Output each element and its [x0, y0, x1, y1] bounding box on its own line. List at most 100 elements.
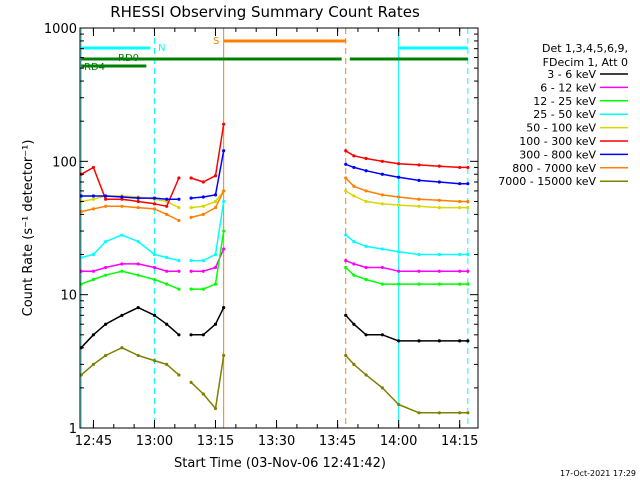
series-point: [222, 199, 226, 204]
y-tick-label: 1: [69, 422, 77, 437]
series-point: [136, 262, 140, 266]
series-point: [417, 178, 421, 182]
series-point: [213, 406, 218, 411]
series-line: [345, 150, 468, 169]
series-line: [190, 355, 225, 410]
legend-header-line-1: Det 1,3,4,5,6,9,: [542, 42, 628, 55]
series-point: [380, 202, 384, 206]
x-tick-label: 13:15: [197, 434, 234, 449]
series-point: [437, 164, 441, 168]
series-point: [458, 269, 462, 273]
series-point: [120, 346, 124, 350]
series-point: [165, 212, 169, 216]
series-point: [177, 176, 181, 180]
series-point: [437, 198, 441, 202]
series-point: [165, 204, 169, 208]
series-point: [177, 197, 181, 201]
series-point: [189, 215, 193, 219]
series-point: [201, 333, 205, 337]
legend-entry-label: 6 - 12 keV: [540, 81, 596, 94]
series-point: [397, 195, 401, 199]
series-point: [380, 159, 384, 163]
series-line: [81, 195, 180, 209]
series-point: [201, 212, 205, 216]
legend-entry-label: 800 - 7000 keV: [512, 162, 596, 175]
legend-entry-label: 3 - 6 keV: [547, 68, 596, 81]
series-point: [466, 165, 470, 170]
series-point: [417, 204, 421, 208]
legend-header-line-2: FDecim 1, Att 0: [543, 56, 628, 69]
y-tick-label: 1000: [44, 22, 77, 37]
series-point: [364, 373, 368, 377]
series-point: [189, 333, 193, 337]
series-point: [120, 195, 124, 199]
legend-entry-label: 12 - 25 keV: [533, 95, 596, 108]
series-point: [201, 392, 205, 396]
series-point: [417, 339, 421, 343]
series-line: [80, 166, 180, 208]
series-point: [104, 265, 108, 270]
series-point: [177, 269, 181, 273]
x-tick-label: 13:00: [136, 434, 173, 449]
series-point: [201, 287, 205, 291]
y-tick-label: 100: [52, 155, 77, 170]
series-point: [222, 189, 226, 193]
series-point: [458, 205, 462, 210]
series-line: [190, 190, 225, 219]
series-point: [91, 197, 96, 201]
series-line: [345, 266, 468, 285]
x-tick-label: 13:30: [258, 434, 295, 449]
series-point: [437, 411, 441, 415]
series-point: [189, 259, 193, 263]
x-tick-label: 12:45: [75, 434, 112, 449]
series-point: [189, 196, 193, 200]
series-point: [177, 373, 181, 377]
series-point: [380, 193, 384, 197]
series-line: [81, 205, 180, 222]
y-axis-label: Count Rate (s⁻¹ detector⁻¹): [21, 140, 36, 317]
series-point: [397, 175, 401, 179]
series-point: [466, 411, 470, 415]
series-point: [222, 122, 226, 126]
series-point: [437, 205, 441, 210]
plot-area: N S RD0 RD4: [79, 28, 470, 428]
timestamp: 17-Oct-2021 17:29: [560, 469, 636, 478]
series-point: [466, 205, 470, 210]
series-point: [136, 353, 140, 358]
axes: 1 10 100 1000 12:45 13:00 13:15 13:30 13:45 14:00…: [44, 22, 479, 449]
series-point: [437, 252, 441, 257]
series-point: [136, 199, 140, 204]
series-point: [91, 194, 96, 198]
series-point: [437, 282, 441, 286]
series-line: [345, 234, 468, 256]
series-point: [458, 339, 462, 343]
series-line: [80, 270, 180, 290]
series-point: [344, 265, 348, 270]
series-line: [80, 346, 180, 376]
series-point: [344, 233, 348, 237]
series-point: [364, 189, 368, 193]
series-point: [397, 203, 401, 207]
series-point: [104, 240, 108, 244]
series-line: [81, 234, 180, 262]
series-point: [165, 362, 169, 366]
x-tick-label: 14:00: [380, 434, 417, 449]
series-point: [91, 269, 96, 273]
series-point: [352, 165, 356, 170]
series-point: [417, 282, 421, 286]
series-point: [177, 333, 181, 337]
series-point: [152, 277, 157, 282]
series-point: [364, 244, 368, 249]
series-point: [222, 229, 226, 233]
series-line: [345, 190, 468, 209]
series-point: [466, 182, 470, 186]
plot-frame: [79, 27, 479, 429]
series-point: [352, 273, 356, 277]
series-point: [152, 313, 157, 317]
series-point: [136, 196, 140, 200]
series-point: [397, 269, 401, 273]
series-point: [344, 176, 348, 180]
series-point: [380, 265, 384, 270]
flag-bar-label: RD0: [118, 53, 139, 64]
